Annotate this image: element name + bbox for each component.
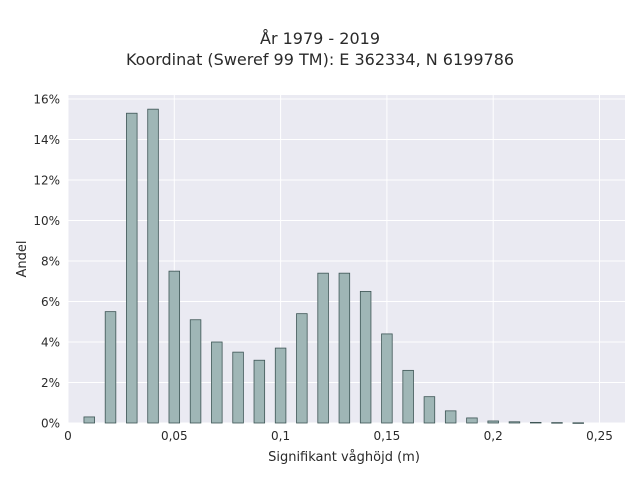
bar <box>487 420 499 424</box>
y-tick-label: 2% <box>41 376 60 390</box>
y-tick-label: 16% <box>33 93 60 107</box>
y-tick-label: 6% <box>41 295 60 309</box>
bar <box>572 422 584 424</box>
y-tick-label: 10% <box>33 214 60 228</box>
bar <box>147 108 159 424</box>
y-tick-label: 8% <box>41 255 60 269</box>
chart-title: År 1979 - 2019 Koordinat (Sweref 99 TM):… <box>0 28 640 70</box>
bar <box>274 347 287 424</box>
y-tick-label: 14% <box>33 133 60 147</box>
bar <box>104 311 117 424</box>
x-axis-label: Signifikant våghöjd (m) <box>268 450 420 465</box>
bar <box>466 417 478 424</box>
y-axis-ticks: 0% 2% 4% 6% 8% 10% 12% 14% 16% <box>33 93 60 431</box>
y-tick-label: 0% <box>41 417 60 431</box>
bar <box>253 359 266 424</box>
bar <box>551 422 563 424</box>
x-tick-label: 0,2 <box>484 429 503 443</box>
y-tick-label: 4% <box>41 336 60 350</box>
bar <box>189 319 202 424</box>
bar <box>359 290 372 424</box>
bar <box>317 272 329 424</box>
bar <box>126 112 138 424</box>
x-tick-label: 0,25 <box>586 429 613 443</box>
x-axis-ticks: 0 0,05 0,1 0,15 0,2 0,25 <box>64 429 613 443</box>
bar <box>83 416 95 424</box>
x-tick-label: 0,15 <box>374 429 401 443</box>
x-tick-label: 0,05 <box>161 429 188 443</box>
bar <box>529 421 542 424</box>
bar <box>444 410 457 424</box>
chart-subtitle: Koordinat (Sweref 99 TM): E 362334, N 61… <box>125 50 515 69</box>
bar <box>338 272 351 424</box>
bar <box>402 369 414 424</box>
bar <box>423 396 436 424</box>
bar <box>508 421 521 424</box>
chart-title-line-1: År 1979 - 2019 <box>260 29 380 48</box>
y-axis-label: Andel <box>15 241 30 278</box>
x-tick-label: 0,1 <box>271 429 290 443</box>
x-tick-label: 0 <box>64 429 72 443</box>
bar <box>381 333 393 424</box>
bar <box>168 270 181 424</box>
bar <box>232 351 244 424</box>
bar <box>296 313 308 424</box>
bar <box>211 341 223 424</box>
bars <box>83 108 584 424</box>
y-tick-label: 12% <box>33 174 60 188</box>
